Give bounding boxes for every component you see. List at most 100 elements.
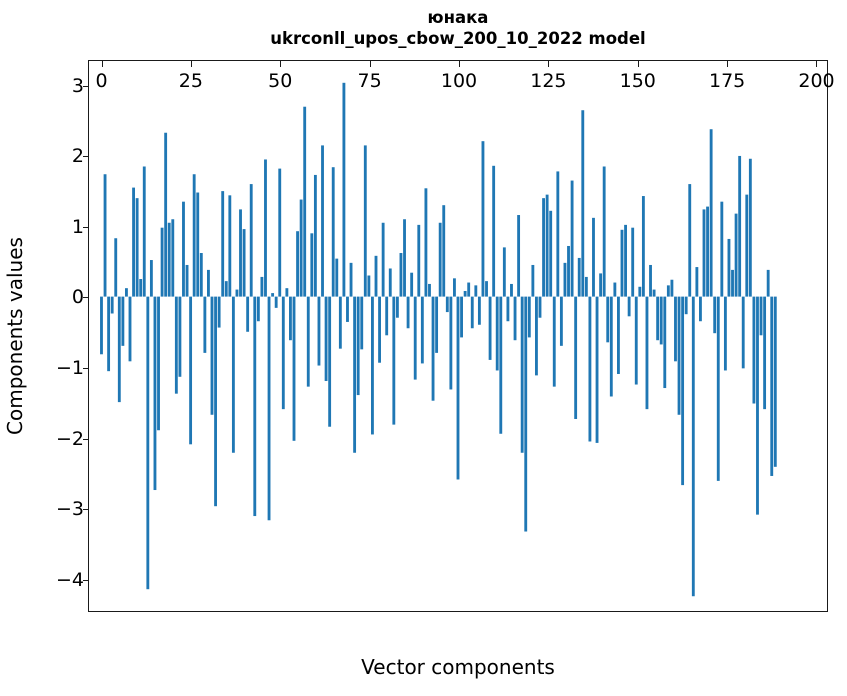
bar bbox=[652, 289, 656, 297]
bar bbox=[285, 288, 289, 297]
bar bbox=[588, 296, 592, 442]
bar bbox=[599, 273, 603, 297]
bar bbox=[741, 296, 745, 369]
x-tick-label: 100 bbox=[440, 70, 478, 92]
bar bbox=[709, 129, 713, 297]
bar bbox=[149, 260, 153, 297]
bar bbox=[313, 174, 317, 297]
bar bbox=[713, 296, 717, 334]
bar bbox=[267, 296, 271, 521]
bar bbox=[367, 275, 371, 297]
y-tick-mark bbox=[83, 85, 89, 87]
bar bbox=[481, 141, 485, 297]
x-tick-mark bbox=[727, 61, 729, 67]
bar bbox=[342, 82, 346, 297]
bar bbox=[649, 264, 652, 297]
bar bbox=[160, 227, 164, 297]
y-tick-mark bbox=[83, 226, 89, 228]
bar bbox=[552, 296, 556, 387]
chart-title-line-1: юнака bbox=[427, 8, 489, 27]
bar bbox=[738, 155, 742, 297]
bar bbox=[413, 296, 417, 380]
bar bbox=[253, 296, 257, 517]
bar bbox=[535, 296, 538, 376]
bar bbox=[502, 247, 506, 297]
bar bbox=[328, 296, 332, 427]
bar bbox=[453, 278, 456, 297]
bar bbox=[531, 264, 535, 297]
bar bbox=[417, 224, 421, 297]
x-tick-label: 125 bbox=[530, 70, 567, 92]
bar bbox=[442, 205, 446, 297]
bar bbox=[192, 174, 196, 297]
bar bbox=[763, 296, 767, 410]
bar bbox=[563, 262, 567, 297]
bar bbox=[631, 227, 635, 297]
bar bbox=[392, 296, 396, 425]
bar bbox=[139, 279, 143, 297]
y-tick-mark bbox=[83, 297, 89, 299]
bar bbox=[720, 201, 724, 297]
y-tick-label: 3 bbox=[71, 74, 84, 97]
bar bbox=[460, 296, 463, 338]
bar bbox=[445, 296, 449, 313]
bar bbox=[256, 296, 260, 322]
x-tick-label: 25 bbox=[178, 70, 203, 92]
bar bbox=[467, 282, 471, 297]
bar bbox=[189, 296, 193, 445]
bar bbox=[403, 219, 406, 297]
x-tick-mark bbox=[816, 61, 818, 67]
bar bbox=[420, 296, 424, 364]
y-tick-label: 1 bbox=[71, 215, 84, 238]
bar bbox=[549, 210, 553, 297]
bar bbox=[617, 296, 620, 374]
bar bbox=[331, 167, 335, 297]
bar bbox=[620, 229, 624, 297]
bar bbox=[395, 296, 399, 318]
bar bbox=[506, 296, 510, 322]
bar bbox=[756, 296, 759, 515]
bar bbox=[271, 293, 275, 297]
x-tick-label: 50 bbox=[268, 70, 293, 92]
x-tick-label: 150 bbox=[619, 70, 656, 92]
bar bbox=[242, 229, 246, 297]
bar bbox=[773, 296, 777, 467]
x-tick-mark bbox=[637, 61, 639, 67]
bar bbox=[684, 296, 688, 315]
bar bbox=[513, 296, 517, 341]
bar bbox=[438, 222, 442, 297]
bar bbox=[235, 289, 239, 297]
bar bbox=[545, 194, 549, 297]
bar bbox=[274, 296, 278, 308]
bar bbox=[210, 296, 214, 415]
chart-title: юнака ukrconll_upos_cbow_200_10_2022 mod… bbox=[88, 8, 828, 49]
bar bbox=[125, 288, 128, 297]
x-tick-mark bbox=[548, 61, 550, 67]
y-tick-mark bbox=[83, 509, 89, 511]
bar bbox=[381, 222, 385, 297]
bar bbox=[645, 296, 649, 410]
bar bbox=[727, 238, 731, 297]
bar bbox=[656, 296, 660, 341]
bar bbox=[410, 272, 414, 297]
bar bbox=[463, 290, 467, 297]
bar bbox=[688, 184, 692, 297]
bar bbox=[634, 296, 638, 385]
bar bbox=[474, 285, 478, 297]
x-axis-label: Vector components bbox=[88, 655, 828, 679]
bar bbox=[449, 296, 453, 390]
bar bbox=[606, 296, 610, 343]
bar bbox=[164, 132, 168, 297]
bar bbox=[567, 245, 570, 297]
bar bbox=[734, 213, 738, 297]
y-tick-label: −3 bbox=[55, 498, 84, 521]
bar bbox=[121, 296, 125, 346]
bar bbox=[246, 296, 250, 332]
bar bbox=[577, 257, 581, 297]
bar bbox=[356, 296, 360, 396]
x-tick-mark bbox=[369, 61, 371, 67]
bar bbox=[260, 276, 264, 297]
bar bbox=[559, 296, 563, 346]
bar bbox=[335, 258, 339, 297]
